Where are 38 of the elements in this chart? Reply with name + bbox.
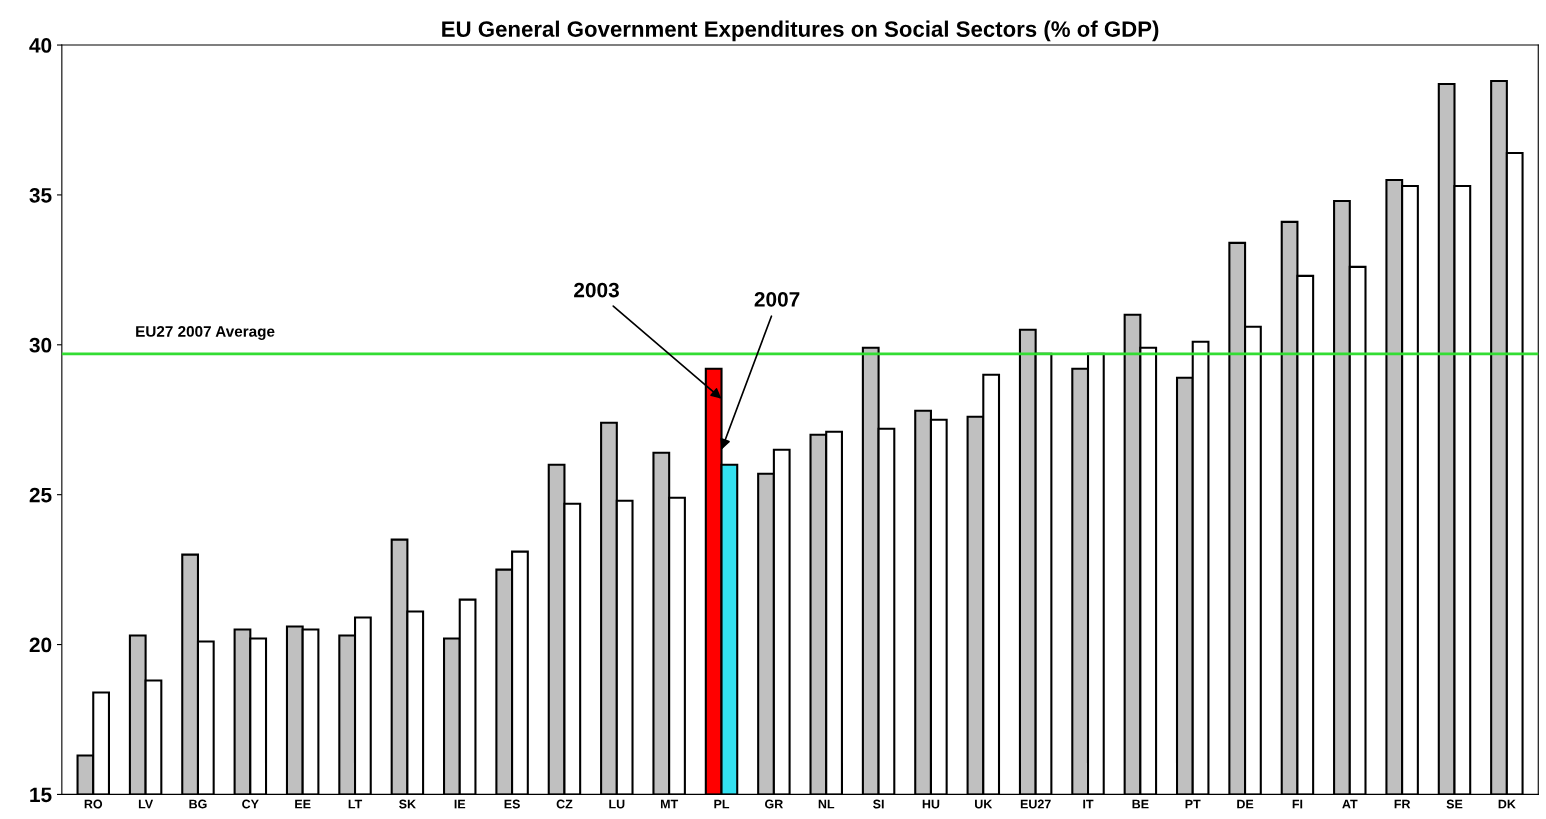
y-tick-label: 25 bbox=[29, 487, 52, 503]
x-tick-label: SI bbox=[873, 799, 884, 809]
x-tick-label: CZ bbox=[556, 799, 573, 809]
x-tick-label: LV bbox=[138, 799, 154, 809]
y-tick-label: 35 bbox=[29, 187, 52, 203]
x-tick-label: RO bbox=[84, 799, 103, 809]
x-tick-label: GR bbox=[765, 799, 783, 809]
x-tick-label: FR bbox=[1394, 799, 1411, 809]
annotation: 2003 bbox=[574, 282, 619, 298]
x-tick-label: HU bbox=[922, 799, 940, 809]
x-tick-label: UK bbox=[975, 799, 993, 809]
y-tick-label: 15 bbox=[30, 787, 52, 803]
x-tick-label: PL bbox=[714, 799, 730, 809]
x-tick-label: MT bbox=[660, 799, 679, 809]
x-tick-label: DK bbox=[1498, 799, 1516, 809]
x-tick-label: LT bbox=[348, 799, 363, 809]
y-tick-label: 40 bbox=[29, 38, 52, 53]
ref-line-label: EU27 2007 Average bbox=[136, 326, 275, 340]
x-tick-label: SE bbox=[1446, 799, 1463, 809]
x-tick-label: LU bbox=[609, 799, 625, 809]
x-tick-label: IE bbox=[454, 799, 466, 809]
x-tick-label: DE bbox=[1237, 799, 1254, 809]
x-tick-label: ES bbox=[504, 799, 520, 809]
x-tick-label: SK bbox=[399, 799, 416, 809]
x-tick-label: AT bbox=[1342, 799, 1358, 809]
x-tick-label: FI bbox=[1292, 799, 1303, 809]
x-tick-label: NL bbox=[818, 799, 835, 809]
x-tick-label: PT bbox=[1185, 799, 1201, 809]
x-tick-label: BG bbox=[189, 799, 207, 809]
chart-title: EU General Government Expenditures on Social Sectors (% of GDP) bbox=[442, 20, 1159, 42]
y-tick-label: 30 bbox=[29, 337, 52, 353]
x-tick-label: EU27 bbox=[1020, 799, 1051, 809]
annotation: 2007 bbox=[754, 291, 800, 307]
y-tick-label: 20 bbox=[29, 637, 52, 653]
x-tick-label: EE bbox=[295, 799, 311, 809]
x-tick-label: CY bbox=[242, 799, 259, 809]
x-tick-label: IT bbox=[1083, 799, 1094, 809]
x-tick-label: BE bbox=[1132, 799, 1149, 809]
